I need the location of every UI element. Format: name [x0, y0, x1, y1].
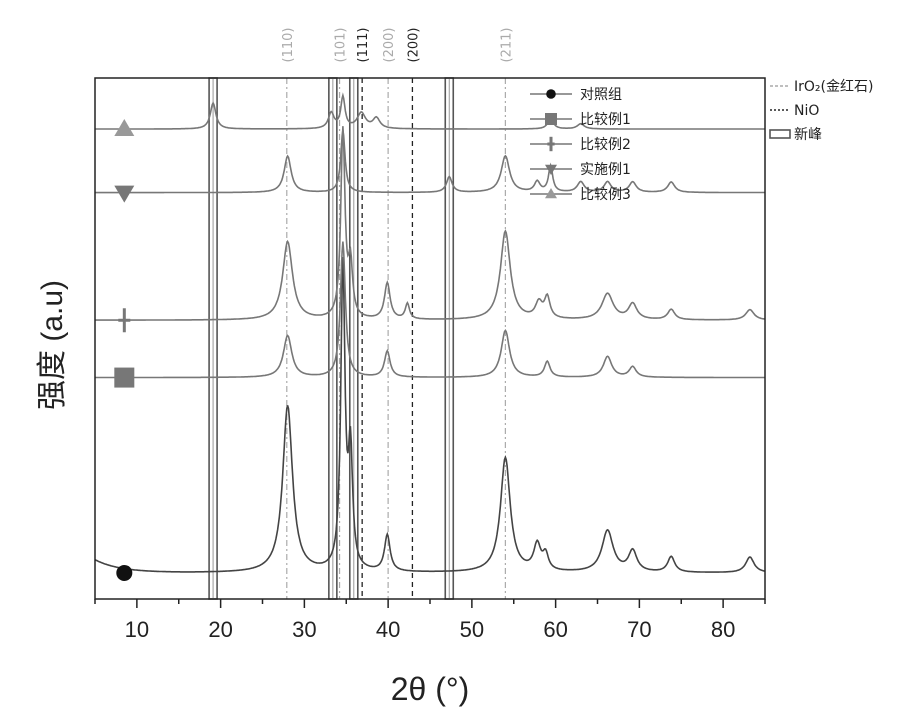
y-axis-title: 强度 (a.u): [36, 280, 69, 410]
x-tick-label-10: 10: [125, 617, 149, 642]
x-tick-label-20: 20: [208, 617, 232, 642]
series-line-4: [95, 95, 765, 129]
x-tick-label-70: 70: [627, 617, 651, 642]
reference-label-1: (101): [334, 28, 349, 63]
legend-marker-0: [546, 89, 556, 99]
reference-label-3: (200): [382, 28, 397, 63]
reference-legend: IrO₂(金红石) NiO 新峰: [770, 79, 873, 143]
legend-label-1: 比较例1: [580, 112, 631, 128]
ref-legend-label-2: 新峰: [794, 127, 822, 143]
ref-legend-label-0: IrO₂(金红石): [794, 79, 873, 95]
x-tick-label-80: 80: [711, 617, 735, 642]
series-marker-4: [114, 119, 134, 136]
legend-marker-1: [545, 113, 557, 125]
x-axis: 10 20 30 40 50 60 70 80: [95, 599, 765, 642]
series-marker-1: [114, 368, 134, 388]
reference-label-5: (211): [499, 28, 514, 63]
legend-marker-4: [545, 188, 557, 198]
legend-marker-3: [545, 165, 557, 175]
legend-label-0: 对照组: [580, 87, 622, 103]
series-marker-2: [118, 308, 130, 332]
legend-label-3: 实施例1: [580, 162, 631, 178]
series-line-3: [95, 130, 765, 193]
legend-label-4: 比较例3: [580, 187, 631, 203]
series-marker-0: [116, 565, 132, 581]
x-tick-label-60: 60: [543, 617, 567, 642]
reference-label-4: (200): [406, 28, 421, 63]
ref-legend-swatch-2: [770, 130, 790, 138]
reference-label-2: (111): [356, 28, 371, 63]
legend-label-2: 比较例2: [580, 137, 631, 153]
xrd-chart: (110) (101) (111) (200) (200) (211) 10 20 30 40 5…: [0, 0, 924, 726]
series-line-1: [95, 242, 765, 378]
x-axis-title: 2θ (°): [391, 671, 470, 707]
series-line-0: [95, 257, 765, 572]
plot-frame: [95, 78, 765, 599]
series-layer: [95, 95, 765, 581]
x-tick-label-30: 30: [292, 617, 316, 642]
x-tick-label-50: 50: [460, 617, 484, 642]
series-line-2: [95, 126, 765, 320]
reference-label-0: (110): [281, 28, 296, 63]
new-peak-bands: [209, 78, 453, 599]
ref-legend-label-1: NiO: [794, 103, 819, 119]
reference-lines: (110) (101) (111) (200) (200) (211): [281, 28, 515, 599]
series-marker-3: [114, 186, 134, 203]
legend-marker-2: [547, 137, 554, 151]
x-tick-label-40: 40: [376, 617, 400, 642]
